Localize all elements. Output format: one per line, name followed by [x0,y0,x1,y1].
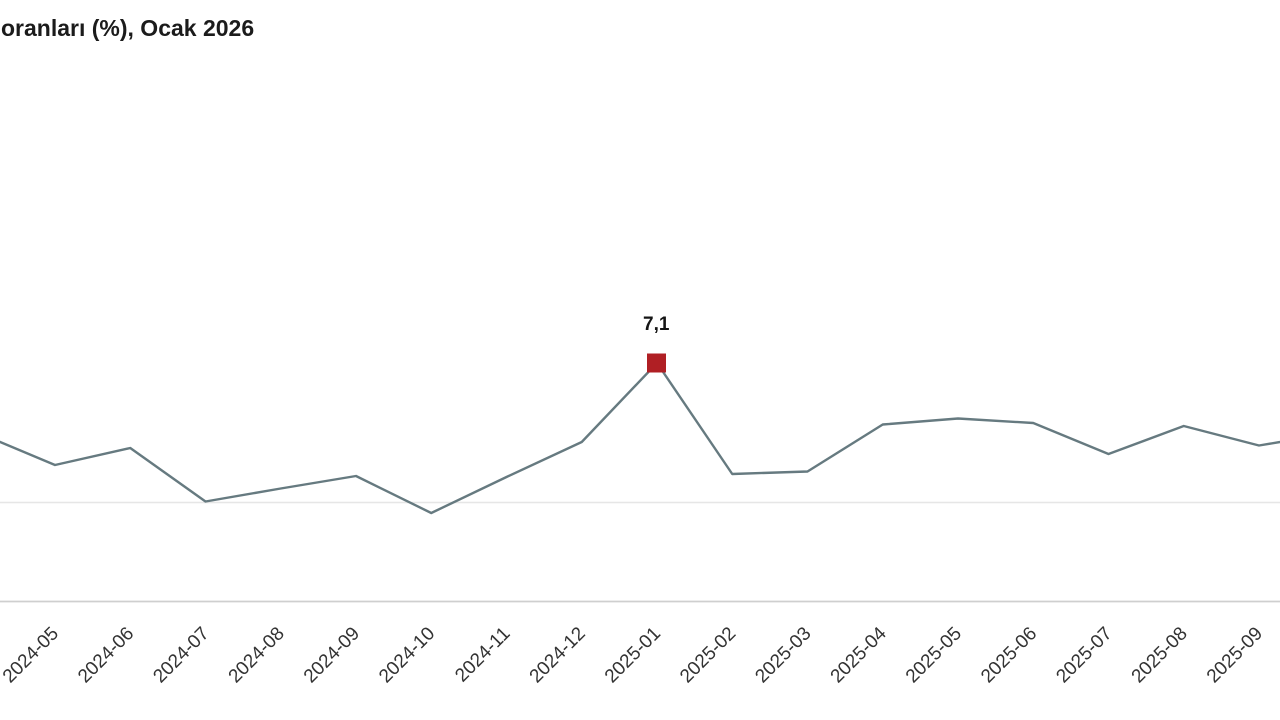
svg-text:2024-07: 2024-07 [149,623,213,687]
svg-text:2024-06: 2024-06 [74,623,138,687]
svg-text:2024-09: 2024-09 [300,623,364,687]
svg-text:2025-06: 2025-06 [977,623,1041,687]
svg-text:2025-03: 2025-03 [751,623,815,687]
svg-text:2024-08: 2024-08 [225,623,289,687]
svg-text:2024-11: 2024-11 [451,623,514,686]
svg-text:2025-07: 2025-07 [1052,623,1116,687]
svg-text:2025-01: 2025-01 [601,623,665,687]
svg-text:2025-09: 2025-09 [1203,623,1267,687]
svg-text:2024-05: 2024-05 [0,623,63,687]
svg-text:2024-12: 2024-12 [526,623,590,687]
svg-text:2025-04: 2025-04 [827,623,891,687]
svg-text:2025-05: 2025-05 [902,623,966,687]
svg-text:2025-02: 2025-02 [676,623,740,687]
svg-text:2024-10: 2024-10 [375,623,439,687]
svg-text:2025-08: 2025-08 [1128,623,1192,687]
